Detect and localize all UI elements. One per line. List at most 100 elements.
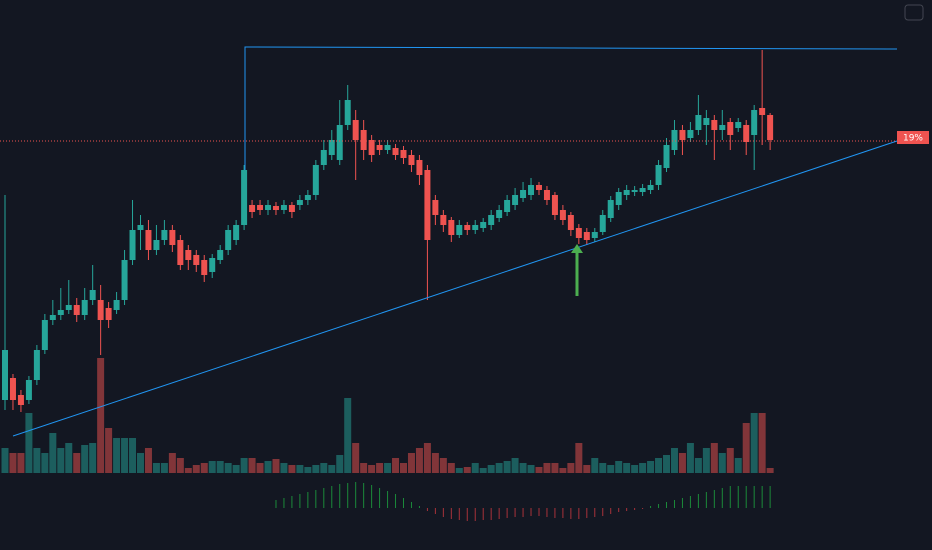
volume-bar	[144, 448, 152, 473]
volume-bar	[296, 465, 304, 473]
candle-body	[209, 258, 216, 272]
candle-body	[336, 125, 343, 160]
volume-bar	[41, 453, 49, 473]
volume-bar	[57, 448, 65, 473]
candle-body	[201, 260, 208, 275]
candle-body	[543, 190, 550, 200]
candle-body	[272, 206, 279, 210]
volume-bar	[495, 463, 503, 473]
volume-bar	[240, 458, 248, 473]
candle-body	[17, 395, 24, 405]
candle-body	[703, 118, 710, 125]
candle-body	[97, 300, 104, 320]
volume-bar	[168, 453, 176, 473]
volume-bar	[200, 463, 208, 473]
candle-body	[89, 290, 96, 300]
volume-bar	[97, 358, 105, 473]
volume-bar	[152, 463, 160, 473]
candle-body	[767, 115, 774, 140]
candle-body	[528, 185, 535, 195]
volume-bar	[718, 453, 726, 473]
volume-bar	[264, 461, 272, 473]
volume-bar	[400, 463, 407, 473]
volume-bar	[758, 413, 766, 473]
candle-body	[217, 250, 224, 260]
volume-bar	[535, 467, 543, 473]
volume-bar	[702, 448, 710, 473]
volume-bar	[304, 467, 312, 473]
volume-bar	[312, 465, 320, 473]
candle-body	[384, 145, 391, 150]
volume-bar	[336, 455, 344, 473]
candle-body	[639, 188, 646, 192]
volume-bar	[256, 463, 264, 473]
volume-bar	[368, 465, 376, 473]
volume-bar	[376, 463, 384, 473]
volume-bar	[224, 463, 232, 473]
candle-body	[735, 122, 742, 128]
volume-bar	[9, 453, 17, 473]
candle-body	[65, 305, 72, 310]
volume-bar	[575, 443, 583, 473]
volume-bar	[663, 455, 671, 473]
volume-bar	[89, 443, 97, 473]
price-label: 19%	[903, 134, 923, 144]
candle-body	[9, 378, 16, 400]
candle-body	[105, 308, 112, 320]
candle-body	[304, 195, 311, 200]
candle-body	[440, 215, 447, 225]
candle-body	[743, 125, 750, 142]
volume-bar	[81, 445, 89, 473]
volume-bar	[360, 463, 368, 473]
candle-body	[153, 240, 160, 250]
support-trendline	[12, 140, 898, 437]
volume-bar	[344, 398, 352, 473]
candle-body	[73, 305, 80, 315]
volume-bar	[551, 463, 559, 473]
candle-body	[296, 200, 303, 205]
volume-bar	[288, 465, 296, 473]
candle-body	[193, 255, 200, 265]
candle-body	[567, 215, 574, 230]
candle-body	[583, 232, 590, 240]
candle-body	[129, 230, 136, 260]
volume-bar	[591, 458, 599, 473]
volume-bar	[121, 438, 129, 473]
candle-body	[535, 185, 542, 190]
candle-body	[241, 170, 248, 225]
candle-body	[472, 225, 479, 230]
volume-bar	[280, 463, 288, 473]
volume-bar	[232, 465, 240, 473]
volume-bar	[113, 438, 121, 473]
volume-bar	[352, 443, 360, 473]
plot	[1, 50, 774, 521]
volume-bar	[455, 468, 463, 473]
candle-body	[464, 225, 471, 230]
volume-bar	[623, 463, 631, 473]
candle-body	[400, 150, 407, 158]
settings-button[interactable]	[904, 4, 924, 21]
volume-bar	[105, 428, 113, 473]
candle-body	[591, 232, 598, 238]
volume-bar	[686, 443, 694, 473]
volume-bar	[272, 459, 280, 473]
candle-body	[280, 205, 287, 210]
candle-body	[137, 225, 144, 230]
candle-body	[25, 380, 32, 400]
volume-bar	[447, 463, 455, 473]
candle-body	[687, 130, 694, 138]
candle-body	[759, 108, 766, 115]
candle-body	[456, 225, 463, 235]
candle-body	[520, 190, 527, 198]
candle-body	[121, 260, 128, 300]
volume-bar	[208, 461, 216, 473]
candle-body	[607, 200, 614, 218]
candle-body	[265, 205, 272, 210]
candle-body	[344, 100, 351, 125]
volume-bar	[543, 463, 551, 473]
candle-body	[727, 122, 734, 135]
volume-bar	[726, 448, 734, 473]
candle-body	[2, 350, 8, 400]
